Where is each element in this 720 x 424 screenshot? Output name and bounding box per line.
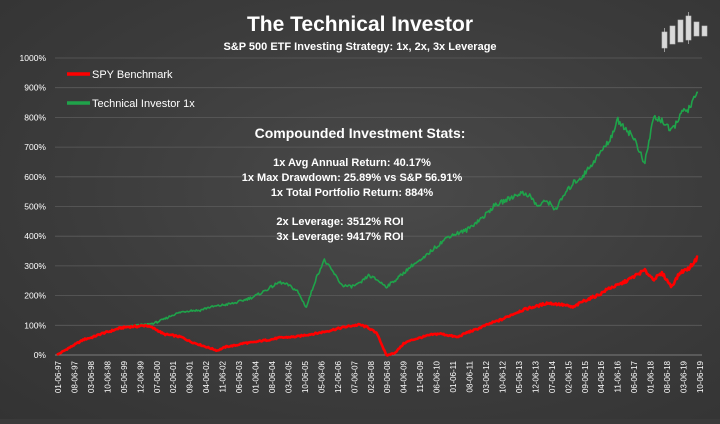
stats-line-drawdown: 1x Max Drawdown: 25.89% vs S&P 56.91% xyxy=(242,172,463,184)
x-tick-label: 01-06-97 xyxy=(54,360,63,393)
x-tick-label: 03-06-12 xyxy=(482,360,491,393)
x-tick-label: 07-06-00 xyxy=(153,360,162,393)
legend-label-spy: SPY Benchmark xyxy=(92,69,173,81)
x-tick-label: 03-06-05 xyxy=(284,360,293,393)
x-tick-label: 11-06-02 xyxy=(219,360,228,392)
y-tick-label: 0% xyxy=(34,350,47,360)
y-tick-label: 1000% xyxy=(20,53,47,63)
x-tick-label: 03-06-19 xyxy=(680,360,689,393)
x-tick-label: 03-06-98 xyxy=(87,360,96,393)
x-tick-label: 12-06-06 xyxy=(334,360,343,393)
x-tick-label: 08-06-11 xyxy=(466,360,475,392)
x-tick-label: 05-06-13 xyxy=(515,360,524,393)
chart-subtitle: S&P 500 ETF Investing Strategy: 1x, 2x, … xyxy=(223,41,496,53)
x-tick-label: 04-06-02 xyxy=(202,360,211,393)
y-tick-label: 100% xyxy=(24,320,46,330)
y-tick-label: 500% xyxy=(24,202,46,212)
y-tick-label: 400% xyxy=(24,231,46,241)
series-lines xyxy=(56,91,699,357)
x-tick-label: 02-06-01 xyxy=(169,360,178,393)
stats-annotation: Compounded Investment Stats: 1x Avg Annu… xyxy=(242,125,466,243)
x-tick-label: 06-06-17 xyxy=(630,360,639,393)
x-tick-label: 02-06-08 xyxy=(367,360,376,393)
x-tick-label: 11-06-16 xyxy=(614,360,623,392)
legend-label-technical: Technical Investor 1x xyxy=(92,98,195,110)
series-line-spy-benchmark xyxy=(56,255,699,357)
x-tick-label: 07-06-14 xyxy=(548,360,557,393)
logo-icon xyxy=(661,12,708,52)
x-tick-label: 10-06-12 xyxy=(498,360,507,393)
x-tick-label: 05-06-99 xyxy=(120,360,129,393)
x-tick-label: 07-06-07 xyxy=(350,360,359,393)
stats-line-3x: 3x Leverage: 9417% ROI xyxy=(276,231,403,243)
x-tick-label: 11-06-09 xyxy=(416,360,425,392)
x-tick-label: 06-06-10 xyxy=(433,360,442,393)
series-line-technical-investor-1x xyxy=(56,91,699,356)
stats-line-2x: 2x Leverage: 3512% ROI xyxy=(276,216,403,228)
y-tick-label: 300% xyxy=(24,261,46,271)
stats-heading: Compounded Investment Stats: xyxy=(255,125,466,141)
x-tick-label: 08-06-04 xyxy=(268,360,277,393)
x-tick-label: 12-06-99 xyxy=(136,360,145,393)
x-tick-label: 09-06-08 xyxy=(383,360,392,393)
x-tick-label: 06-06-03 xyxy=(235,360,244,393)
x-tick-label: 09-06-01 xyxy=(186,360,195,393)
y-axis: 1000% 900% 800% 700% 600% 500% 400% 300% 200% 100… xyxy=(20,53,47,360)
x-tick-label: 01-06-11 xyxy=(449,360,458,392)
x-tick-label: 08-06-97 xyxy=(70,360,79,393)
y-tick-label: 200% xyxy=(24,291,46,301)
legend: SPY Benchmark Technical Investor 1x xyxy=(67,69,195,110)
x-tick-label: 01-06-18 xyxy=(647,360,656,393)
stats-line-avg-return: 1x Avg Annual Return: 40.17% xyxy=(273,157,431,169)
y-tick-label: 800% xyxy=(24,112,46,122)
x-tick-label: 04-06-16 xyxy=(597,360,606,393)
x-tick-label: 05-06-06 xyxy=(317,360,326,393)
x-tick-label: 02-06-15 xyxy=(564,360,573,393)
x-tick-label: 10-06-05 xyxy=(301,360,310,393)
x-axis: 01-06-97 08-06-97 03-06-98 10-06-98 05-06-99… xyxy=(54,360,705,393)
stats-line-total-return: 1x Total Portfolio Return: 884% xyxy=(271,187,434,199)
y-tick-label: 900% xyxy=(24,83,46,93)
grid-lines xyxy=(55,57,702,356)
x-tick-label: 12-06-13 xyxy=(531,360,540,393)
x-tick-label: 10-06-98 xyxy=(103,360,112,393)
x-tick-label: 01-06-04 xyxy=(252,360,261,393)
chart-title: The Technical Investor xyxy=(247,13,473,36)
x-tick-label: 08-06-18 xyxy=(663,360,672,393)
x-tick-label: 04-06-09 xyxy=(400,360,409,393)
y-tick-label: 700% xyxy=(24,142,46,152)
x-tick-label: 09-06-15 xyxy=(581,360,590,393)
x-tick-label: 10-06-19 xyxy=(696,360,705,393)
y-tick-label: 600% xyxy=(24,172,46,182)
